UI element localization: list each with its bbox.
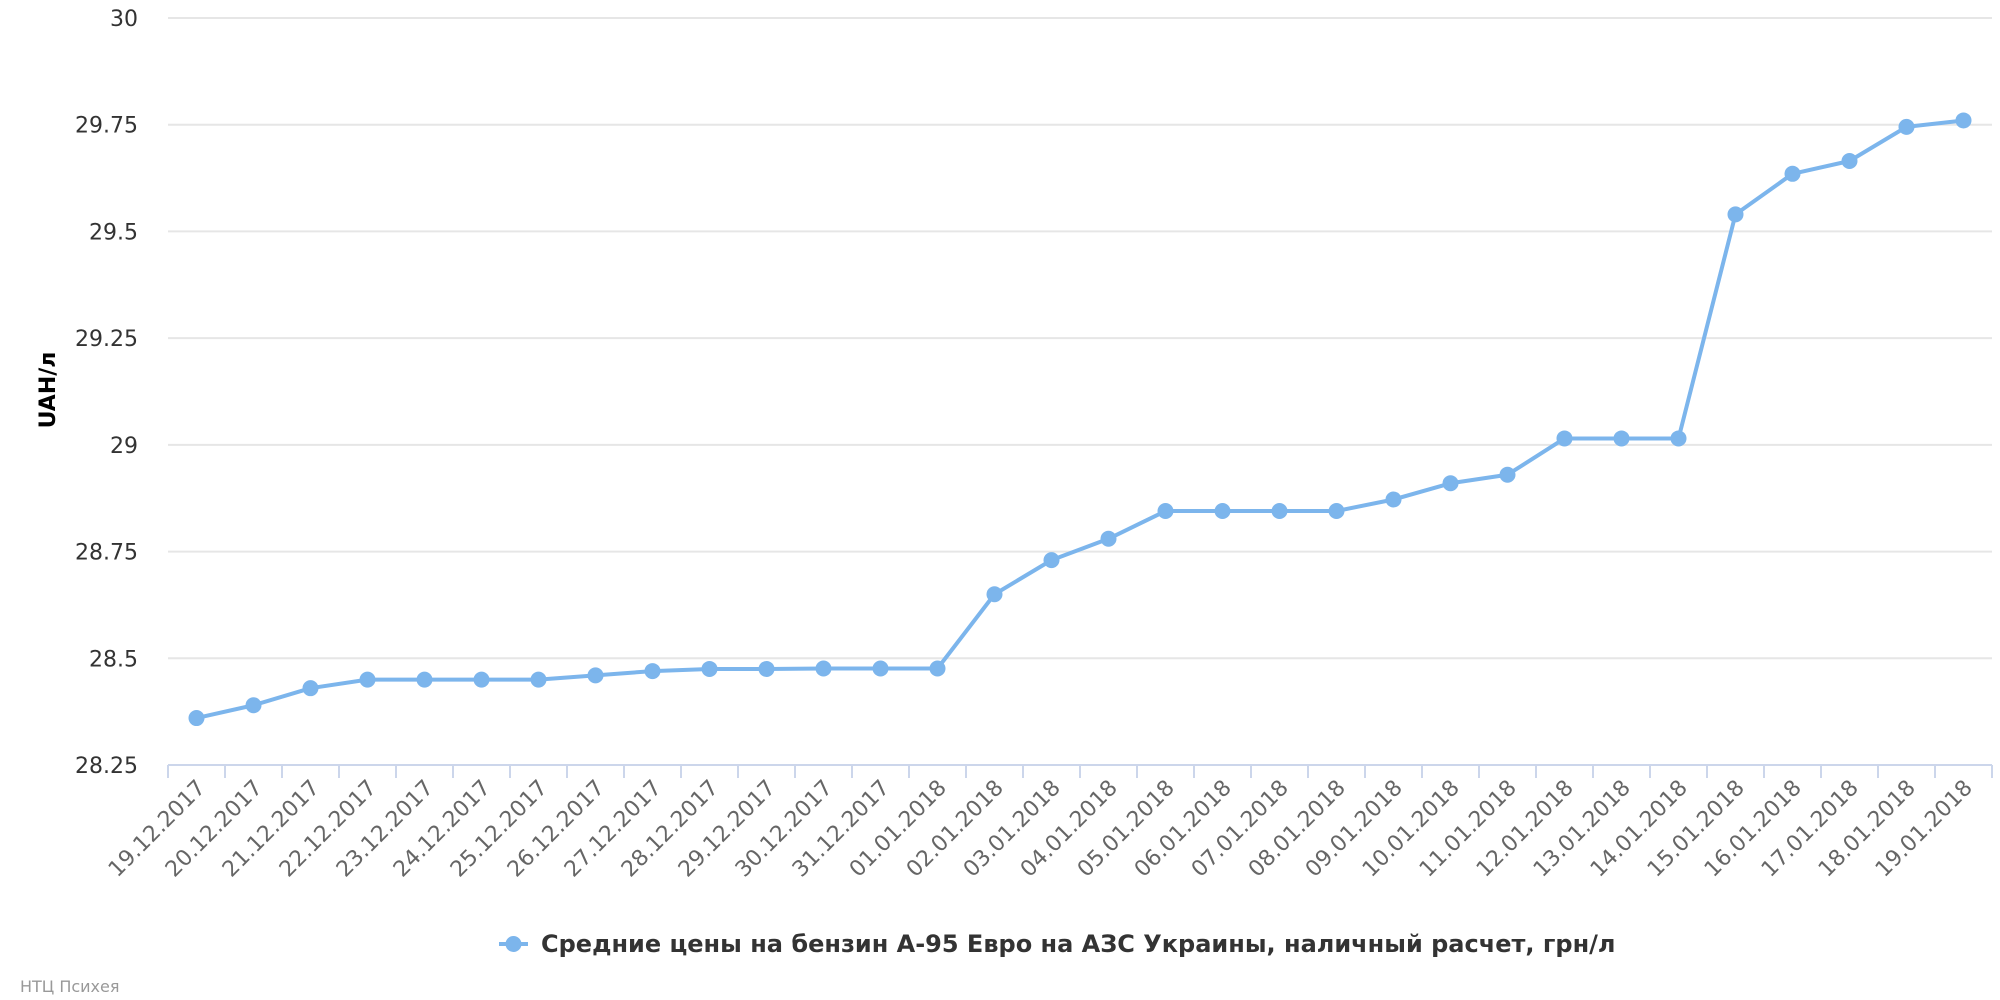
data-point[interactable] xyxy=(587,667,604,684)
data-point[interactable] xyxy=(359,671,376,688)
credits[interactable]: НТЦ Психея xyxy=(20,977,119,996)
y-tick-label: 28.25 xyxy=(75,754,138,779)
y-tick-label: 30 xyxy=(110,7,138,32)
data-point[interactable] xyxy=(1100,530,1117,547)
data-point[interactable] xyxy=(644,663,661,680)
legend-label[interactable]: Средние цены на бензин А-95 Евро на АЗС … xyxy=(541,930,1616,958)
data-point[interactable] xyxy=(188,710,205,727)
legend-marker xyxy=(505,936,522,952)
x-axis: 19.12.201720.12.201721.12.201722.12.2017… xyxy=(104,764,1993,883)
y-tick-label: 28.5 xyxy=(89,647,138,672)
data-point[interactable] xyxy=(302,680,319,697)
data-point[interactable] xyxy=(1157,503,1174,520)
data-point[interactable] xyxy=(1613,430,1630,447)
y-tick-label: 29 xyxy=(110,434,138,459)
series-line xyxy=(194,118,1966,721)
data-point[interactable] xyxy=(1271,503,1288,520)
data-point[interactable] xyxy=(1499,466,1516,483)
data-point[interactable] xyxy=(473,671,490,688)
data-point[interactable] xyxy=(1385,491,1402,508)
data-point[interactable] xyxy=(1784,165,1801,182)
data-point[interactable] xyxy=(1955,112,1972,129)
data-point[interactable] xyxy=(1898,118,1915,135)
data-point[interactable] xyxy=(1442,475,1459,492)
y-tick-label: 29.25 xyxy=(75,327,138,352)
data-point[interactable] xyxy=(701,660,718,677)
series xyxy=(188,112,1972,727)
data-point[interactable] xyxy=(416,671,433,688)
data-point[interactable] xyxy=(986,586,1003,603)
y-tick-label: 29.5 xyxy=(89,220,138,245)
data-point[interactable] xyxy=(1214,503,1231,520)
data-point[interactable] xyxy=(1727,206,1744,223)
legend[interactable]: Средние цены на бензин А-95 Евро на АЗС … xyxy=(499,930,1616,958)
data-point[interactable] xyxy=(530,671,547,688)
data-point[interactable] xyxy=(815,660,832,677)
y-tick-label: 28.75 xyxy=(75,541,138,566)
data-point[interactable] xyxy=(245,697,262,714)
data-point[interactable] xyxy=(1556,430,1573,447)
x-tick-label: 19.12.2017 xyxy=(104,776,211,883)
y-tick-label: 29.75 xyxy=(75,114,138,139)
data-point[interactable] xyxy=(1841,152,1858,169)
data-point[interactable] xyxy=(1328,503,1345,520)
y-axis-tick-labels: 28.25 28.5 28.75 29 29.25 29.5 29.75 30 xyxy=(75,7,138,779)
data-point[interactable] xyxy=(1670,430,1687,447)
data-point[interactable] xyxy=(872,660,889,677)
data-point[interactable] xyxy=(929,660,946,677)
data-point[interactable] xyxy=(758,660,775,677)
y-axis-title: UAH/л xyxy=(36,352,61,429)
grid-lines xyxy=(168,17,1992,660)
data-point[interactable] xyxy=(1043,552,1060,569)
